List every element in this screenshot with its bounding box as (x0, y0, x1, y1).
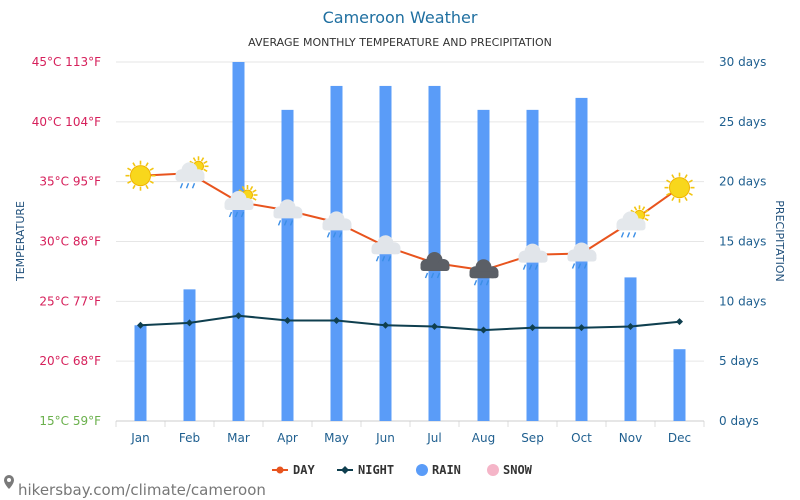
y-axis-left: 15°C 59°F 20°C 68°F 25°C 77°F 30°C 86°F 35°C… (32, 55, 101, 428)
grid-lines (115, 61, 705, 427)
y-left-tick-label: 25°C 77°F (39, 294, 101, 308)
storm-cloud-rain-icon (420, 252, 450, 279)
storm-cloud-rain-icon (469, 259, 499, 286)
y-left-tick-label: 30°C 86°F (39, 235, 101, 249)
chart-title: Cameroon Weather (323, 8, 478, 27)
cloud-rain-icon (273, 199, 303, 226)
night-point (284, 316, 291, 324)
x-tick-label: May (324, 431, 349, 445)
watermark-text: hikersbay.com/climate/cameroon (18, 481, 266, 499)
x-tick-label: Apr (277, 431, 298, 445)
sun-cloud-rain-icon (616, 205, 650, 238)
y-left-tick-label: 35°C 95°F (39, 175, 101, 189)
night-point (627, 322, 634, 330)
pin-icon (4, 475, 14, 489)
x-tick-label: Jun (375, 431, 395, 445)
legend-label: SNOW (503, 463, 533, 477)
rain-bar (281, 109, 294, 421)
x-tick-label: Jul (426, 431, 441, 445)
legend: DAY NIGHT RAIN SNOW (272, 463, 533, 477)
x-tick-label: Feb (179, 431, 200, 445)
night-point (235, 312, 242, 320)
night-point (333, 316, 340, 324)
x-tick-label: Dec (668, 431, 691, 445)
night-line (140, 314, 680, 332)
rain-bar (183, 289, 196, 421)
cloud-rain-icon (322, 211, 352, 238)
rain-bar (330, 85, 343, 421)
y-right-tick-label: 30 days (719, 55, 766, 69)
day-line (140, 172, 681, 272)
y-left-tick-label: 45°C 113°F (32, 55, 101, 69)
y-right-tick-label: 20 days (719, 175, 766, 189)
sun-icon (664, 172, 695, 203)
night-point (529, 324, 536, 332)
rain-bar (673, 349, 686, 421)
y-axis-left-title: TEMPERATURE (14, 201, 27, 282)
rain-bar (232, 62, 245, 421)
sun-icon (125, 160, 156, 191)
night-point (480, 326, 487, 334)
y-right-tick-label: 25 days (719, 115, 766, 129)
legend-marker (416, 464, 428, 476)
night-point (676, 318, 683, 326)
cloud-rain-icon (518, 243, 548, 270)
x-tick-label: Mar (227, 431, 250, 445)
legend-marker (487, 464, 499, 476)
day-series (137, 170, 683, 274)
legend-item-snow: SNOW (487, 463, 533, 477)
sun-cloud-rain-icon (175, 156, 209, 189)
rain-bar (526, 109, 539, 421)
legend-item-day: DAY (272, 463, 315, 477)
cloud-rain-icon (371, 235, 401, 262)
x-tick-label: Aug (472, 431, 495, 445)
y-axis-right: 0 days 5 days 10 days 15 days 20 days 25 days… (719, 55, 766, 428)
rain-bars (134, 62, 686, 422)
night-point (578, 324, 585, 332)
night-point (137, 321, 144, 329)
legend-marker (341, 466, 349, 474)
rain-bar (624, 277, 637, 421)
weather-icons (125, 156, 695, 286)
legend-marker (276, 466, 284, 474)
y-right-tick-label: 5 days (719, 354, 759, 368)
y-left-tick-label: 20°C 68°F (39, 354, 101, 368)
x-tick-label: Sep (521, 431, 544, 445)
legend-label: NIGHT (358, 463, 394, 477)
x-tick-label: Nov (619, 431, 642, 445)
rain-bar (134, 325, 147, 421)
legend-label: DAY (293, 463, 315, 477)
y-left-tick-label: 40°C 104°F (32, 115, 101, 129)
x-tick-label: Oct (571, 431, 592, 445)
cloud-rain-icon (567, 242, 597, 269)
x-tick-label: Jan (130, 431, 150, 445)
legend-item-rain: RAIN (416, 463, 461, 477)
watermark: hikersbay.com/climate/cameroon (4, 475, 266, 499)
legend-item-night: NIGHT (337, 463, 394, 477)
night-point (431, 322, 438, 330)
night-series (137, 312, 683, 334)
y-right-tick-label: 15 days (719, 235, 766, 249)
sun-cloud-rain-icon (224, 185, 258, 218)
y-left-tick-label: 15°C 59°F (39, 414, 101, 428)
x-axis: Jan Feb Mar Apr May Jun Jul Aug Sep Oct Nov Dec (130, 431, 691, 445)
night-point (186, 319, 193, 327)
y-right-tick-label: 0 days (719, 414, 759, 428)
legend-label: RAIN (432, 463, 461, 477)
chart-subtitle: AVERAGE MONTHLY TEMPERATURE AND PRECIPIT… (248, 36, 552, 49)
y-right-tick-label: 10 days (719, 294, 766, 308)
night-point (382, 321, 389, 329)
y-axis-right-title: PRECIPITATION (773, 200, 786, 281)
